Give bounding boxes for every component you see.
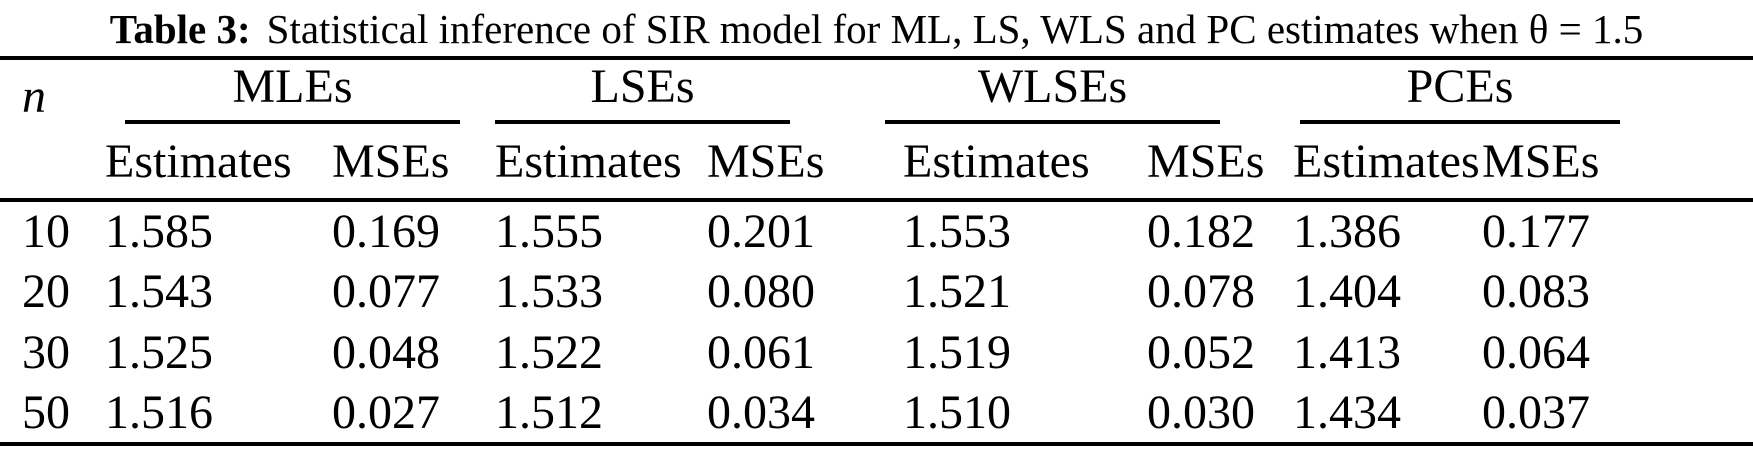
cell-n: 10 <box>22 205 70 258</box>
cell-mle-estimate: 1.585 <box>105 205 213 258</box>
group-header-row: n MLEs LSEs WLSEs PCEs <box>0 58 1753 202</box>
cell-mle-mse: 0.048 <box>332 326 440 379</box>
subheader-wlse-mses: MSEs <box>1125 124 1286 202</box>
table-caption-label: Table 3: <box>109 6 251 52</box>
cell-pce-estimate: 1.413 <box>1293 326 1402 379</box>
sir-estimates-table: n MLEs LSEs WLSEs PCEs Estimates MSEs Es… <box>0 56 1753 446</box>
cell-wlse-mse: 0.052 <box>1147 326 1256 379</box>
cell-pce-mse: 0.083 <box>1482 265 1591 318</box>
cell-lse-mse: 0.061 <box>707 326 815 379</box>
table-body: 10 1.585 0.169 1.555 0.201 1.553 0.182 1… <box>0 200 1753 444</box>
cell-pce-estimate: 1.404 <box>1293 265 1402 318</box>
cell-wlse-estimate: 1.510 <box>903 386 1012 439</box>
group-header-mles-label: MLEs <box>125 62 460 124</box>
cell-wlse-estimate: 1.521 <box>903 265 1012 318</box>
cell-wlse-mse: 0.182 <box>1147 205 1256 258</box>
group-header-lses-label: LSEs <box>495 62 791 124</box>
table-row: 30 1.525 0.048 1.522 0.061 1.519 0.052 1… <box>0 322 1753 383</box>
table-row: 10 1.585 0.169 1.555 0.201 1.553 0.182 1… <box>0 200 1753 261</box>
subheader-mle-mses: MSEs <box>320 124 475 202</box>
table-caption-text: Statistical inference of SIR model for M… <box>266 6 1644 52</box>
cell-wlse-mse: 0.078 <box>1147 265 1256 318</box>
cell-mle-estimate: 1.525 <box>105 326 213 379</box>
cell-mle-mse: 0.077 <box>332 265 440 318</box>
subheader-lse-estimates: Estimates <box>475 124 695 202</box>
cell-wlse-estimate: 1.553 <box>903 205 1012 258</box>
table-head: n MLEs LSEs WLSEs PCEs Estimates MSEs Es… <box>0 58 1753 202</box>
cell-mle-estimate: 1.543 <box>105 265 213 318</box>
table-row: 20 1.543 0.077 1.533 0.080 1.521 0.078 1… <box>0 261 1753 322</box>
cell-lse-estimate: 1.555 <box>495 205 603 258</box>
cell-mle-estimate: 1.516 <box>105 386 213 439</box>
table-row: 50 1.516 0.027 1.512 0.034 1.510 0.030 1… <box>0 383 1753 444</box>
group-header-lses: LSEs <box>475 58 880 124</box>
cell-lse-estimate: 1.512 <box>495 386 603 439</box>
subheader-mle-estimates: Estimates <box>100 124 320 202</box>
table-caption: Table 3: Statistical inference of SIR mod… <box>0 0 1753 56</box>
subheader-lse-mses: MSEs <box>695 124 881 202</box>
subheader-pce-estimates: Estimates <box>1285 124 1480 202</box>
cell-pce-estimate: 1.434 <box>1293 386 1402 439</box>
group-header-pces-label: PCEs <box>1300 62 1621 124</box>
sub-header-row: Estimates MSEs Estimates MSEs Estimates … <box>0 124 1753 202</box>
subheader-pce-mses: MSEs <box>1475 124 1753 202</box>
cell-n: 20 <box>22 265 70 318</box>
group-header-pces: PCEs <box>1285 58 1753 124</box>
cell-lse-estimate: 1.533 <box>495 265 603 318</box>
cell-lse-mse: 0.201 <box>707 205 815 258</box>
cell-pce-mse: 0.177 <box>1482 205 1591 258</box>
cell-mle-mse: 0.027 <box>332 386 440 439</box>
group-header-wlses-label: WLSEs <box>885 62 1221 124</box>
cell-n: 50 <box>22 386 70 439</box>
cell-n: 30 <box>22 326 70 379</box>
group-header-mles: MLEs <box>100 58 475 124</box>
cell-lse-mse: 0.034 <box>707 386 815 439</box>
cell-pce-mse: 0.064 <box>1482 326 1591 379</box>
cell-wlse-mse: 0.030 <box>1147 386 1256 439</box>
subheader-wlse-estimates: Estimates <box>880 124 1126 202</box>
cell-pce-estimate: 1.386 <box>1293 205 1402 258</box>
cell-lse-estimate: 1.522 <box>495 326 603 379</box>
cell-wlse-estimate: 1.519 <box>903 326 1012 379</box>
cell-lse-mse: 0.080 <box>707 265 815 318</box>
cell-pce-mse: 0.037 <box>1482 386 1591 439</box>
group-header-wlses: WLSEs <box>880 58 1285 124</box>
column-header-n: n <box>0 58 100 202</box>
cell-mle-mse: 0.169 <box>332 205 440 258</box>
